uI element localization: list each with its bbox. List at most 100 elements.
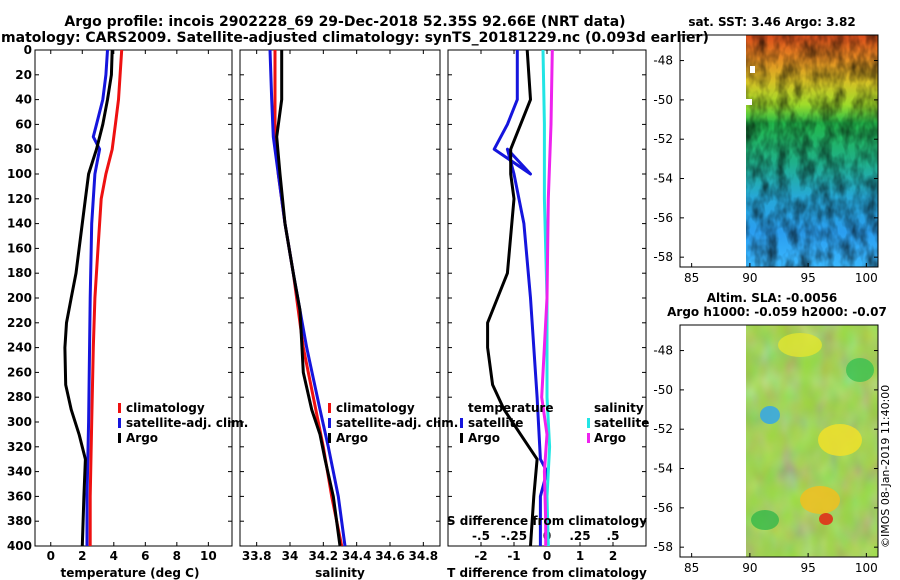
temperature-legend-climatology: climatology (126, 401, 205, 415)
s-tick-label: -.25 (501, 529, 527, 543)
series-line-climatology (88, 49, 124, 546)
sla-map-panel: Altim. SLA: -0.0056 Argo h1000: -0.059 h… (653, 291, 886, 575)
difference-series (486, 49, 554, 547)
credit-text: ©IMOS 08-Jan-2019 11:40:00 (879, 385, 892, 548)
depth-tick-label: 140 (7, 217, 32, 231)
temperature-legend: climatology satellite-adj. clim. Argo (118, 401, 248, 445)
map-y-tick-label: -56 (653, 211, 673, 225)
x-tick-label: 34.4 (342, 549, 372, 563)
x-tick-label: 8 (173, 549, 181, 563)
sst-map-frame (679, 34, 879, 268)
difference-xlabel-salinity: S difference from climatology (447, 514, 647, 528)
difference-panel: -2 -1 0 1 2-.5 -.25 0.25.5 T difference from c… (447, 49, 649, 580)
legend-title-temperature: temperature (468, 401, 553, 415)
legend-title-salinity: salinity (594, 401, 644, 415)
salinity-legend-satellite: satellite-adj. clim. (336, 416, 458, 430)
sla-blob-1 (778, 333, 822, 357)
sla-blob-4 (800, 486, 840, 514)
depth-tick-label: 100 (7, 167, 32, 181)
sla-map-ticks: 85 90 95 100 -48 -50 -52 -54 -56 -58 (653, 344, 878, 575)
legend-salinity-satellite: satellite (594, 416, 649, 430)
depth-tick-label: 120 (7, 192, 32, 206)
series-line-satellite-adj-clim- (268, 49, 347, 547)
map-y-tick-label: -52 (653, 422, 673, 436)
salinity-legend-argo: Argo (336, 431, 368, 445)
x-tick-label: 34 (282, 549, 299, 563)
sla-map-title-1: Altim. SLA: -0.0056 (707, 291, 838, 305)
depth-tick-label: 40 (15, 93, 32, 107)
sst-land-gap-1 (750, 66, 755, 73)
map-x-tick-label: 90 (742, 561, 757, 575)
depth-tick-label: 20 (15, 68, 32, 82)
depth-tick-label: 320 (7, 440, 32, 454)
sla-blob-2 (760, 406, 780, 424)
series-line-climatology (273, 50, 344, 547)
map-y-tick-label: -54 (653, 172, 673, 186)
sst-map-ticks: 85 90 95 100 -48 -50 -52 -54 -56 -58 (653, 54, 878, 285)
temperature-xlabel: temperature (deg C) (61, 566, 200, 580)
salinity-axis-ticks: 33.8 34 34.2 34.4 34.6 34.8 (240, 49, 440, 563)
series-line-temperature-argo (486, 49, 539, 547)
x-tick-label: 2 (609, 549, 617, 563)
sst-map-panel: sat. SST: 3.46 Argo: 3.82 85 90 95 100 -48 -5… (653, 15, 879, 285)
depth-tick-label: 260 (7, 365, 32, 379)
x-tick-label: 34.2 (309, 549, 339, 563)
depth-tick-label: 360 (7, 489, 32, 503)
temperature-legend-satellite: satellite-adj. clim. (126, 416, 248, 430)
map-y-tick-label: -50 (653, 93, 673, 107)
temperature-panel-frame (34, 49, 233, 547)
x-tick-label: 34.8 (409, 549, 439, 563)
legend-temperature-satellite: satellite (468, 416, 523, 430)
depth-tick-label: 60 (15, 117, 32, 131)
depth-tick-label: 220 (7, 316, 32, 330)
title-line-1: Argo profile: incois 2902228_69 29-Dec-2… (64, 14, 625, 30)
map-y-tick-label: -50 (653, 383, 673, 397)
x-tick-label: 33.8 (242, 549, 272, 563)
map-x-tick-label: 95 (800, 561, 815, 575)
x-tick-label: 0 (47, 549, 55, 563)
x-tick-label: -2 (474, 549, 487, 563)
map-y-tick-label: -52 (653, 132, 673, 146)
x-tick-label: 0 (543, 549, 551, 563)
sla-blob-3 (818, 424, 862, 456)
depth-tick-label: 180 (7, 266, 32, 280)
x-tick-label: 34.6 (375, 549, 405, 563)
title-line-2: Climatology: CARS2009. Satellite-adjuste… (0, 30, 709, 46)
sla-blob-5 (819, 513, 833, 525)
map-x-tick-label: 95 (800, 271, 815, 285)
map-y-tick-label: -48 (653, 344, 673, 358)
s-tick-label: .5 (607, 529, 620, 543)
sla-blob-7 (846, 358, 874, 382)
sst-land-gap-2 (746, 99, 752, 105)
series-line-salinity-argo (540, 49, 554, 546)
s-tick-label: .25 (569, 529, 590, 543)
temperature-panel: 0204060801001201401601802002202402602803… (7, 43, 248, 580)
x-tick-label: 4 (110, 549, 118, 563)
salinity-legend: climatology satellite-adj. clim. Argo (328, 401, 458, 445)
x-tick-label: -1 (507, 549, 520, 563)
map-x-tick-label: 85 (684, 271, 699, 285)
legend-temperature-argo: Argo (468, 431, 500, 445)
series-line-salinity-satellite (541, 49, 552, 547)
depth-tick-label: 160 (7, 241, 32, 255)
x-tick-label: 6 (141, 549, 149, 563)
salinity-xlabel: salinity (315, 566, 365, 580)
map-x-tick-label: 100 (855, 271, 878, 285)
depth-tick-label: 400 (7, 539, 32, 553)
map-y-tick-label: -48 (653, 54, 673, 68)
map-y-tick-label: -58 (653, 540, 673, 554)
depth-tick-label: 280 (7, 390, 32, 404)
sla-blob-6 (751, 510, 779, 530)
sst-map-title: sat. SST: 3.46 Argo: 3.82 (688, 15, 855, 29)
depth-tick-label: 380 (7, 514, 32, 528)
x-tick-label: 1 (576, 549, 584, 563)
sla-map-frame (679, 324, 879, 558)
salinity-panel-frame (239, 49, 441, 547)
temperature-series (63, 49, 124, 547)
map-x-tick-label: 100 (855, 561, 878, 575)
depth-tick-label: 80 (15, 142, 32, 156)
map-y-tick-label: -58 (653, 250, 673, 264)
map-y-tick-label: -56 (653, 501, 673, 515)
map-y-tick-label: -54 (653, 462, 673, 476)
